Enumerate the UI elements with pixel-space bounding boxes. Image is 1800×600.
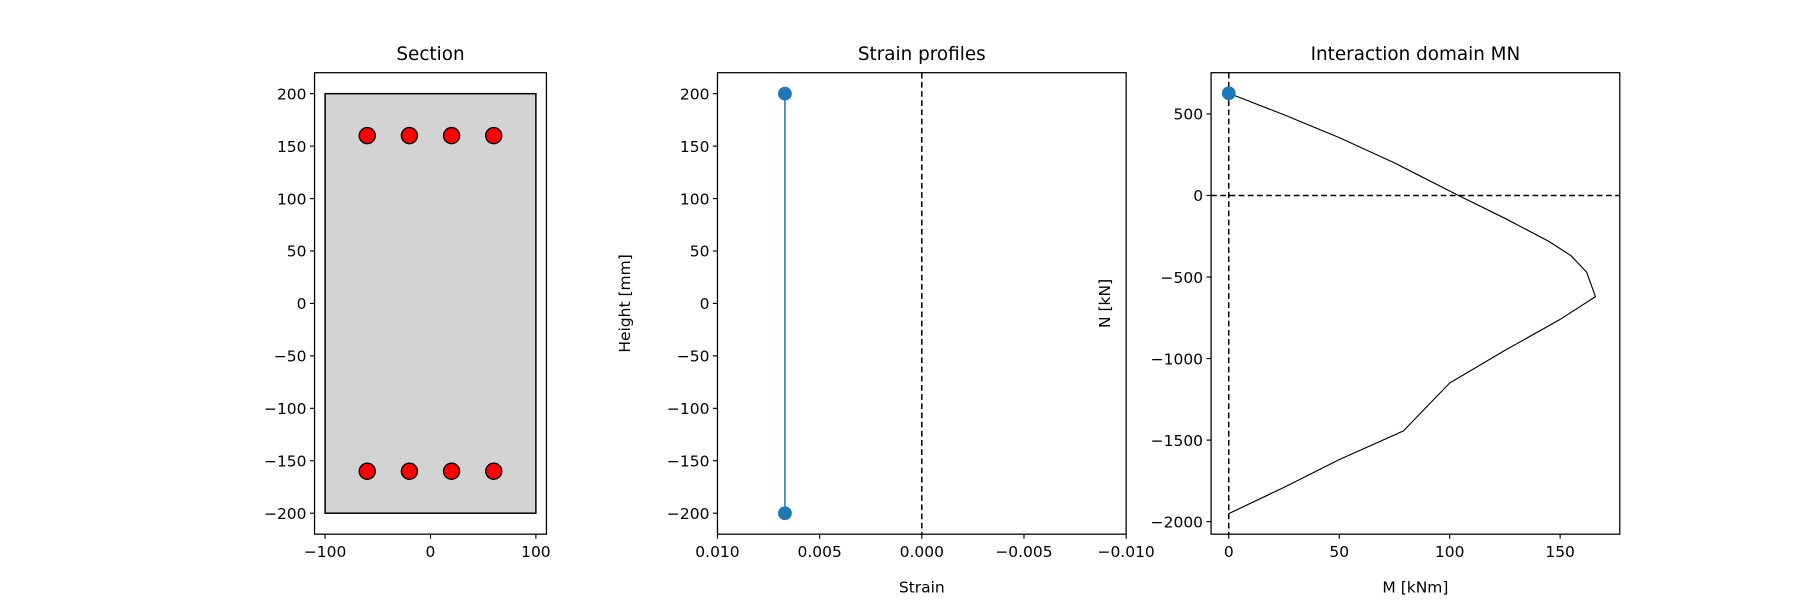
strain-plot: Strain profiles Strain Height [mm] 0.010… [616,44,1155,597]
y-tick-label: −2000 [1151,513,1203,531]
y-tick-label: −1500 [1151,432,1203,450]
y-tick-label: 0 [297,295,307,313]
strain-ylabel: Height [mm] [616,254,634,352]
strain-title: Strain profiles [858,44,986,65]
y-tick-label: −50 [677,348,710,366]
x-tick-label: 0 [426,543,436,561]
x-tick-label: 0.005 [797,543,841,561]
rebar-point [442,126,461,145]
concrete-section [324,92,537,514]
x-tick-label: 0 [1224,543,1234,561]
axes-frame [1210,72,1621,535]
y-tick-label: −150 [264,453,307,471]
interaction-xlabel: M [kNm] [1382,579,1448,597]
y-tick-label: −500 [1161,269,1204,287]
plot-area [778,72,923,535]
rebar-point [442,462,461,480]
design-point [1221,86,1236,101]
rebar-point [485,126,503,145]
y-tick-label: −100 [264,400,307,418]
y-tick-label: 150 [277,138,307,156]
y-tick-label: 100 [277,190,307,208]
y-tick-label: −50 [274,348,307,366]
y-tick-label: 100 [680,190,710,208]
rebar-point [400,462,419,480]
x-tick-label: 100 [521,543,551,561]
plot-area [1211,72,1620,535]
x-tick-label: 0.010 [695,543,739,561]
x-tick-label: 100 [1435,543,1465,561]
x-tick-label: 150 [1545,543,1575,561]
y-tick-label: 200 [680,85,710,103]
strain-xlabel: Strain [899,579,945,597]
y-tick-label: −150 [667,453,710,471]
interaction-plot: Interaction domain MN M [kNm] N [kN] 0 50… [1096,44,1621,597]
x-tick-label: 0.000 [900,543,944,561]
y-tick-label: 0 [700,295,710,313]
x-tick-label: −0.005 [995,543,1052,561]
y-tick-label: 50 [690,243,710,261]
x-tick-label: −0.010 [1097,543,1154,561]
y-tick-label: 0 [1193,187,1203,205]
y-tick-label: 150 [680,138,710,156]
y-tick-label: −100 [667,400,710,418]
plot-area [324,92,537,514]
x-tick-label: 50 [1329,543,1349,561]
rebar-point [358,462,376,480]
rebar-point [400,126,419,145]
interaction-ylabel: N [kN] [1096,279,1114,328]
rebar-point [485,462,503,480]
strain-point [778,86,792,101]
strain-point [778,506,792,521]
y-tick-label: 200 [277,85,307,103]
y-tick-label: 500 [1173,106,1203,124]
interaction-title: Interaction domain MN [1311,44,1521,65]
rebar-point [358,126,376,145]
x-tick-label: −100 [304,543,347,561]
y-tick-label: −200 [667,505,710,523]
section-title: Section [396,44,464,65]
y-tick-label: −200 [264,505,307,523]
section-plot: Section −100 0 100 −200 −150 −100 −50 0 50 100 150… [264,44,551,561]
y-tick-label: −1000 [1151,350,1203,368]
interaction-curve [1228,92,1597,515]
y-tick-label: 50 [287,243,307,261]
